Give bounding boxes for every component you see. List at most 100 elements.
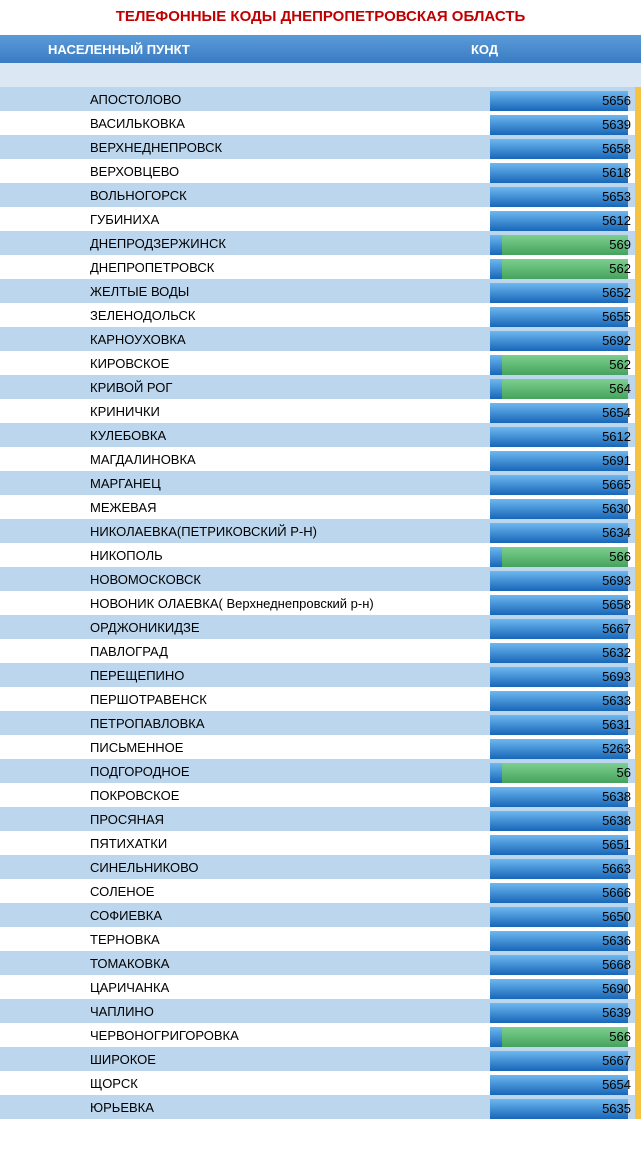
code-cell: 5650 — [490, 903, 635, 927]
code-cell: 564 — [490, 375, 635, 399]
row-stripe — [635, 231, 641, 255]
table-row: КРИВОЙ РОГ564 — [0, 375, 641, 399]
code-cell: 5631 — [490, 711, 635, 735]
locality-name: МАГДАЛИНОВКА — [0, 447, 490, 471]
row-stripe — [635, 279, 641, 303]
row-stripe — [635, 135, 641, 159]
code-value: 5667 — [602, 619, 631, 639]
row-stripe — [635, 519, 641, 543]
spacer-row — [0, 63, 641, 87]
code-value: 562 — [609, 259, 631, 279]
code-bar-stub — [490, 259, 502, 279]
row-stripe — [635, 783, 641, 807]
code-cell: 5634 — [490, 519, 635, 543]
code-value: 5658 — [602, 595, 631, 615]
code-bar-stub — [490, 235, 502, 255]
code-cell: 56 — [490, 759, 635, 783]
table-row: ДНЕПРОПЕТРОВСК 562 — [0, 255, 641, 279]
table-row: ВЕРХОВЦЕВО5618 — [0, 159, 641, 183]
row-stripe — [635, 399, 641, 423]
code-cell: 5693 — [490, 663, 635, 687]
locality-name: МАРГАНЕЦ — [0, 471, 490, 495]
row-stripe — [635, 807, 641, 831]
locality-name: ТОМАКОВКА — [0, 951, 490, 975]
row-stripe — [635, 423, 641, 447]
locality-name: ОРДЖОНИКИДЗЕ — [0, 615, 490, 639]
table-row: ПЕРЕЩЕПИНО5693 — [0, 663, 641, 687]
code-value: 5652 — [602, 283, 631, 303]
locality-name: ПЕТРОПАВЛОВКА — [0, 711, 490, 735]
row-stripe — [635, 183, 641, 207]
table-row: ВОЛЬНОГОРСК5653 — [0, 183, 641, 207]
code-value: 566 — [609, 547, 631, 567]
locality-name: КУЛЕБОВКА — [0, 423, 490, 447]
row-stripe — [635, 951, 641, 975]
row-stripe — [635, 999, 641, 1023]
locality-name: НОВОНИК ОЛАЕВКА( Верхнеднепровский р-н) — [0, 591, 490, 615]
row-stripe — [635, 1095, 641, 1119]
code-cell: 5652 — [490, 279, 635, 303]
code-bar-stub — [490, 355, 502, 375]
locality-name: СИНЕЛЬНИКОВО — [0, 855, 490, 879]
code-value: 5655 — [602, 307, 631, 327]
table-row: КАРНОУХОВКА5692 — [0, 327, 641, 351]
row-stripe — [635, 855, 641, 879]
table-row: ГУБИНИХА5612 — [0, 207, 641, 231]
table-row: ПОДГОРОДНОЕ56 — [0, 759, 641, 783]
locality-name: НИКОЛАЕВКА(ПЕТРИКОВСКИЙ Р-Н) — [0, 519, 490, 543]
table-row: СИНЕЛЬНИКОВО5663 — [0, 855, 641, 879]
table-row: ПИСЬМЕННОЕ5263 — [0, 735, 641, 759]
locality-name: ГУБИНИХА — [0, 207, 490, 231]
locality-name: АПОСТОЛОВО — [0, 87, 490, 111]
locality-name: ПРОСЯНАЯ — [0, 807, 490, 831]
locality-name: ПЯТИХАТКИ — [0, 831, 490, 855]
table-row: ВАСИЛЬКОВКА5639 — [0, 111, 641, 135]
table-row: ПЯТИХАТКИ5651 — [0, 831, 641, 855]
row-stripe — [635, 255, 641, 279]
code-cell: 5633 — [490, 687, 635, 711]
table-row: ЩОРСК5654 — [0, 1071, 641, 1095]
code-value: 5668 — [602, 955, 631, 975]
code-value: 5618 — [602, 163, 631, 183]
row-stripe — [635, 327, 641, 351]
code-cell: 5658 — [490, 135, 635, 159]
table-row: МАГДАЛИНОВКА5691 — [0, 447, 641, 471]
code-value: 5632 — [602, 643, 631, 663]
row-stripe — [635, 663, 641, 687]
code-cell: 5666 — [490, 879, 635, 903]
locality-name: НОВОМОСКОВСК — [0, 567, 490, 591]
row-stripe — [635, 687, 641, 711]
row-stripe — [635, 927, 641, 951]
code-value: 5690 — [602, 979, 631, 999]
table-row: НОВОМОСКОВСК5693 — [0, 567, 641, 591]
code-cell: 562 — [490, 255, 635, 279]
code-cell: 5658 — [490, 591, 635, 615]
row-stripe — [635, 375, 641, 399]
code-cell: 5635 — [490, 1095, 635, 1119]
locality-name: ПОКРОВСКОЕ — [0, 783, 490, 807]
table-row: МАРГАНЕЦ5665 — [0, 471, 641, 495]
table-row: КРИНИЧКИ5654 — [0, 399, 641, 423]
code-cell: 5263 — [490, 735, 635, 759]
row-stripe — [635, 975, 641, 999]
code-value: 569 — [609, 235, 631, 255]
code-value: 5656 — [602, 91, 631, 111]
table-row: СОФИЕВКА5650 — [0, 903, 641, 927]
table-row: ПРОСЯНАЯ5638 — [0, 807, 641, 831]
header-locality: НАСЕЛЕННЫЙ ПУНКТ — [0, 42, 461, 57]
locality-name: ВОЛЬНОГОРСК — [0, 183, 490, 207]
table-row: ВЕРХНЕДНЕПРОВСК5658 — [0, 135, 641, 159]
code-cell: 5636 — [490, 927, 635, 951]
code-value: 5667 — [602, 1051, 631, 1071]
phone-codes-table: ТЕЛЕФОННЫЕ КОДЫ ДНЕПРОПЕТРОВСКАЯ ОБЛАСТЬ… — [0, 0, 641, 1119]
locality-name: ЮРЬЕВКА — [0, 1095, 490, 1119]
row-stripe — [635, 615, 641, 639]
header-code: КОД — [461, 42, 641, 57]
locality-name: ДНЕПРОПЕТРОВСК — [0, 255, 490, 279]
row-stripe — [635, 447, 641, 471]
row-stripe — [635, 759, 641, 783]
code-cell: 5692 — [490, 327, 635, 351]
code-cell: 5663 — [490, 855, 635, 879]
table-row: КИРОВСКОЕ562 — [0, 351, 641, 375]
code-value: 5654 — [602, 1075, 631, 1095]
